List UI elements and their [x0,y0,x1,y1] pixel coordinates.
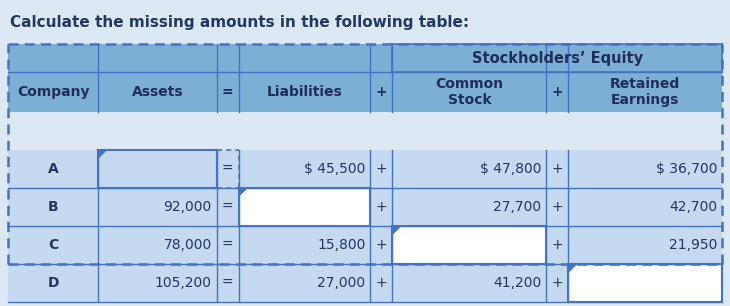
Text: 27,700: 27,700 [493,200,541,214]
Polygon shape [239,188,247,197]
Text: Calculate the missing amounts in the following table:: Calculate the missing amounts in the fol… [10,16,469,31]
Text: =: = [222,85,234,99]
Bar [98,150,217,188]
Text: +: + [376,238,388,252]
Bar [217,150,239,188]
Text: 15,800: 15,800 [317,238,366,252]
Polygon shape [98,150,107,159]
Text: 92,000: 92,000 [164,200,212,214]
Text: +: + [551,276,563,290]
Text: 42,700: 42,700 [669,200,717,214]
Bar [568,264,722,302]
Bar [8,264,722,302]
Text: +: + [551,200,563,214]
Bar [393,226,546,264]
Text: Company: Company [17,85,89,99]
Text: Stockholders’ Equity: Stockholders’ Equity [472,50,643,65]
Bar [8,226,722,264]
Polygon shape [393,226,402,235]
Text: 105,200: 105,200 [155,276,212,290]
Text: Retained
Earnings: Retained Earnings [610,77,680,107]
Text: +: + [376,200,388,214]
Bar [8,188,722,226]
Text: A: A [47,162,58,176]
Text: +: + [551,238,563,252]
Text: Common
Stock: Common Stock [435,77,504,107]
Text: B: B [47,200,58,214]
Text: 41,200: 41,200 [493,276,541,290]
Bar [8,150,722,188]
Polygon shape [568,264,577,273]
Bar [239,188,371,226]
Text: =: = [222,200,234,214]
Text: +: + [551,85,563,99]
Text: =: = [222,162,234,176]
Bar [98,150,217,188]
Text: 27,000: 27,000 [318,276,366,290]
Text: Liabilities: Liabilities [266,85,342,99]
Text: $ 47,800: $ 47,800 [480,162,541,176]
Text: Assets: Assets [131,85,183,99]
Bar [8,72,722,112]
Text: +: + [376,85,388,99]
Text: +: + [551,162,563,176]
Text: C: C [48,238,58,252]
Text: =: = [222,276,234,290]
Bar [98,150,217,188]
Text: D: D [47,276,59,290]
Bar [0,2,730,44]
Text: $ 36,700: $ 36,700 [656,162,717,176]
Bar [239,188,371,226]
Text: $ 45,500: $ 45,500 [304,162,366,176]
Text: +: + [376,276,388,290]
Text: +: + [376,162,388,176]
Text: 21,950: 21,950 [669,238,717,252]
Bar [568,264,722,302]
Bar [393,226,546,264]
Text: 78,000: 78,000 [164,238,212,252]
Bar [8,44,722,72]
Text: =: = [222,238,234,252]
